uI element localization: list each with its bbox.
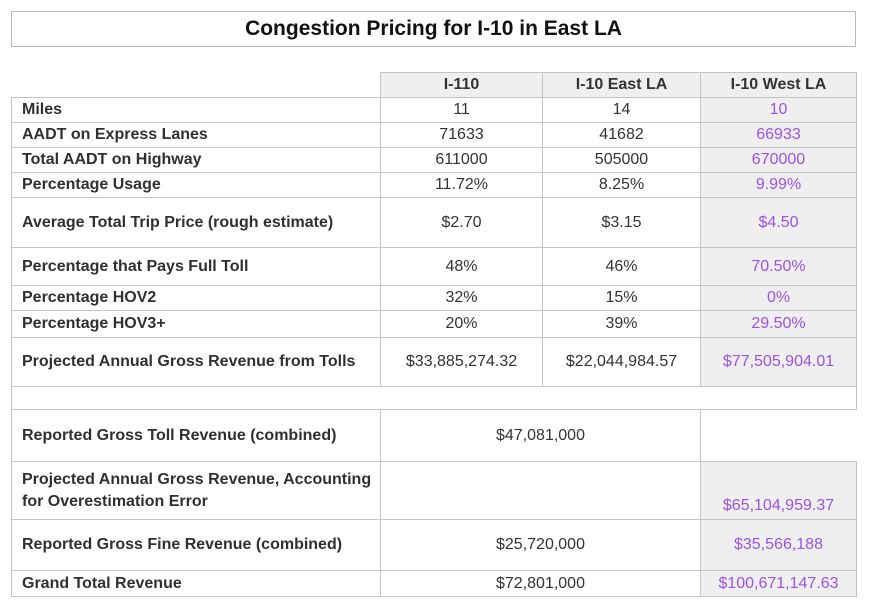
table-row: Projected Annual Gross Revenue from Toll… bbox=[11, 337, 857, 387]
column-header-i10-east: I-10 East LA bbox=[542, 72, 701, 98]
cell-i10-west: 0% bbox=[700, 285, 857, 311]
summary-row: Reported Gross Toll Revenue (combined) $… bbox=[11, 409, 857, 462]
header-row: I-110 I-10 East LA I-10 West LA bbox=[12, 72, 857, 98]
row-label: Percentage HOV2 bbox=[11, 285, 381, 311]
row-label: Percentage that Pays Full Toll bbox=[11, 247, 381, 286]
summary-label: Grand Total Revenue bbox=[11, 570, 381, 597]
cell-i110: 11.72% bbox=[380, 172, 543, 198]
table-row: AADT on Express Lanes 71633 41682 66933 bbox=[11, 122, 857, 148]
cell-i10-east: $22,044,984.57 bbox=[542, 337, 701, 387]
header-corner bbox=[12, 73, 381, 98]
cell-i110: 20% bbox=[380, 310, 543, 338]
summary-west-value: $65,104,959.37 bbox=[700, 461, 857, 520]
cell-i10-east: 41682 bbox=[542, 122, 701, 148]
cell-i10-west: 670000 bbox=[700, 147, 857, 173]
cell-i10-east: 39% bbox=[542, 310, 701, 338]
cell-i110: 32% bbox=[380, 285, 543, 311]
cell-i10-east: 8.25% bbox=[542, 172, 701, 198]
cell-i110: 71633 bbox=[380, 122, 543, 148]
cell-i110: 11 bbox=[380, 97, 543, 123]
table-row: Average Total Trip Price (rough estimate… bbox=[11, 197, 857, 248]
cell-i10-east: 46% bbox=[542, 247, 701, 286]
row-label: Projected Annual Gross Revenue from Toll… bbox=[11, 337, 381, 387]
cell-i10-west: 29.50% bbox=[700, 310, 857, 338]
cell-i10-east: 15% bbox=[542, 285, 701, 311]
spacer-cell bbox=[11, 386, 857, 410]
row-label: Percentage Usage bbox=[11, 172, 381, 198]
table-row: Miles 11 14 10 bbox=[11, 97, 857, 123]
summary-west-value bbox=[700, 409, 857, 462]
row-label: Percentage HOV3+ bbox=[11, 310, 381, 338]
table-row: Percentage Usage 11.72% 8.25% 9.99% bbox=[11, 172, 857, 198]
congestion-pricing-table: I-110 I-10 East LA I-10 West LA Miles 11… bbox=[11, 72, 857, 597]
row-label: Average Total Trip Price (rough estimate… bbox=[11, 197, 381, 248]
spacer-row bbox=[11, 386, 857, 410]
cell-i110: $33,885,274.32 bbox=[380, 337, 543, 387]
row-label: AADT on Express Lanes bbox=[11, 122, 381, 148]
summary-row: Grand Total Revenue $72,801,000 $100,671… bbox=[11, 570, 857, 597]
summary-label: Projected Annual Gross Revenue, Accounti… bbox=[11, 461, 381, 520]
cell-i10-east: 505000 bbox=[542, 147, 701, 173]
table-row: Percentage HOV3+ 20% 39% 29.50% bbox=[11, 310, 857, 338]
cell-i110: $2.70 bbox=[380, 197, 543, 248]
cell-i10-west: 10 bbox=[700, 97, 857, 123]
column-header-i10-west: I-10 West LA bbox=[700, 72, 857, 98]
cell-i10-west: $4.50 bbox=[700, 197, 857, 248]
summary-combined-value: $72,801,000 bbox=[380, 570, 701, 597]
summary-combined-value: $25,720,000 bbox=[380, 519, 701, 571]
cell-i10-west: 70.50% bbox=[700, 247, 857, 286]
cell-i10-east: 14 bbox=[542, 97, 701, 123]
summary-label: Reported Gross Toll Revenue (combined) bbox=[11, 409, 381, 462]
summary-label: Reported Gross Fine Revenue (combined) bbox=[11, 519, 381, 571]
summary-row: Projected Annual Gross Revenue, Accounti… bbox=[11, 461, 857, 520]
table-title: Congestion Pricing for I-10 in East LA bbox=[11, 11, 856, 47]
summary-west-value: $35,566,188 bbox=[700, 519, 857, 571]
table-row: Percentage that Pays Full Toll 48% 46% 7… bbox=[11, 247, 857, 286]
summary-west-value: $100,671,147.63 bbox=[700, 570, 857, 597]
cell-i110: 48% bbox=[380, 247, 543, 286]
table-row: Total AADT on Highway 611000 505000 6700… bbox=[11, 147, 857, 173]
column-header-i110: I-110 bbox=[380, 72, 543, 98]
row-label: Total AADT on Highway bbox=[11, 147, 381, 173]
cell-i110: 611000 bbox=[380, 147, 543, 173]
table-row: Percentage HOV2 32% 15% 0% bbox=[11, 285, 857, 311]
row-label: Miles bbox=[11, 97, 381, 123]
summary-combined-value bbox=[380, 461, 701, 520]
cell-i10-west: 9.99% bbox=[700, 172, 857, 198]
summary-row: Reported Gross Fine Revenue (combined) $… bbox=[11, 519, 857, 571]
cell-i10-west: 66933 bbox=[700, 122, 857, 148]
summary-combined-value: $47,081,000 bbox=[380, 409, 701, 462]
cell-i10-east: $3.15 bbox=[542, 197, 701, 248]
cell-i10-west: $77,505,904.01 bbox=[700, 337, 857, 387]
